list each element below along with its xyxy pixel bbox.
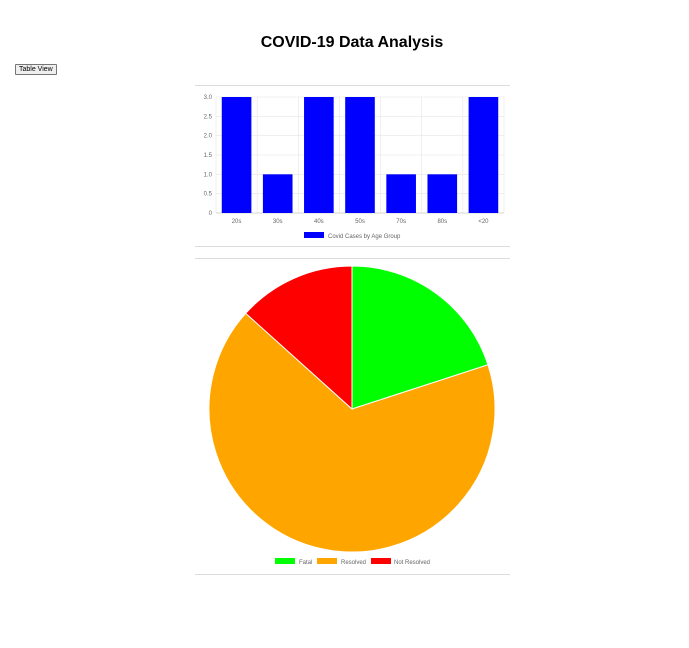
pie-legend-swatch xyxy=(275,558,295,564)
bar-y-tick-label: 3.0 xyxy=(204,95,213,101)
pie-chart: Fatal Resolved Not Resolved xyxy=(208,265,496,566)
bar-chart-x-axis: 20s 30s 40s 50s 70s 80s <20 xyxy=(232,219,489,225)
bar-y-tick-label: 2.5 xyxy=(204,114,213,120)
bar-x-tick-label: 30s xyxy=(273,219,283,225)
pie-legend-label: Not Resolved xyxy=(394,560,430,566)
bar-y-tick-label: 0 xyxy=(209,211,213,217)
bar-chart-bars xyxy=(221,97,499,213)
bar-30s[interactable] xyxy=(262,174,293,213)
bar-<20[interactable] xyxy=(468,97,499,213)
pie-legend-swatch xyxy=(317,558,337,564)
pie-chart-legend: Fatal Resolved Not Resolved xyxy=(275,558,430,566)
bar-80s[interactable] xyxy=(427,174,458,213)
bar-x-tick-label: 50s xyxy=(355,219,365,225)
bar-x-tick-label: 20s xyxy=(232,219,242,225)
bar-x-tick-label: 40s xyxy=(314,219,324,225)
bar-legend-label: Covid Cases by Age Group xyxy=(328,234,401,240)
pie-chart-card: Fatal Resolved Not Resolved xyxy=(195,258,510,575)
bar-40s[interactable] xyxy=(304,97,334,213)
bar-20s[interactable] xyxy=(221,97,252,213)
pie-slice-resolved[interactable] xyxy=(208,312,496,553)
page-title: COVID-19 Data Analysis xyxy=(260,34,444,51)
bar-x-tick-label: <20 xyxy=(478,219,489,225)
bar-y-tick-label: 1.0 xyxy=(204,172,213,178)
pie-slice-not-resolved[interactable] xyxy=(245,265,353,411)
bar-y-tick-label: 2.0 xyxy=(204,134,213,140)
bar-70s[interactable] xyxy=(386,174,416,213)
bar-y-tick-label: 1.5 xyxy=(204,153,213,159)
bar-50s[interactable] xyxy=(345,97,375,213)
table-view-button[interactable]: Table View xyxy=(15,64,57,75)
pie-legend-item-fatal[interactable]: Fatal xyxy=(275,558,312,566)
bar-legend-swatch xyxy=(304,232,324,238)
bar-x-tick-label: 80s xyxy=(437,219,447,225)
bar-x-tick-label: 70s xyxy=(396,219,406,225)
bar-chart-y-axis: 0 0.5 1.0 1.5 2.0 2.5 3.0 xyxy=(204,95,213,217)
bar-chart: 0 0.5 1.0 1.5 2.0 2.5 3.0 20s 30s 40s 50s 70s 80s <2… xyxy=(204,95,505,240)
bar-chart-card: 0 0.5 1.0 1.5 2.0 2.5 3.0 20s 30s 40s 50s 70s 80s <2… xyxy=(195,85,510,247)
pie-slice-fatal[interactable] xyxy=(351,265,489,410)
pie-legend-label: Fatal xyxy=(299,560,312,566)
pie-chart-slices xyxy=(208,265,496,553)
pie-legend-item-resolved[interactable]: Resolved xyxy=(317,558,366,566)
bar-y-tick-label: 0.5 xyxy=(204,192,213,198)
pie-legend-label: Resolved xyxy=(341,560,366,566)
pie-legend-item-not-resolved[interactable]: Not Resolved xyxy=(371,558,430,566)
pie-legend-swatch xyxy=(371,558,391,564)
bar-chart-legend[interactable]: Covid Cases by Age Group xyxy=(304,232,401,240)
